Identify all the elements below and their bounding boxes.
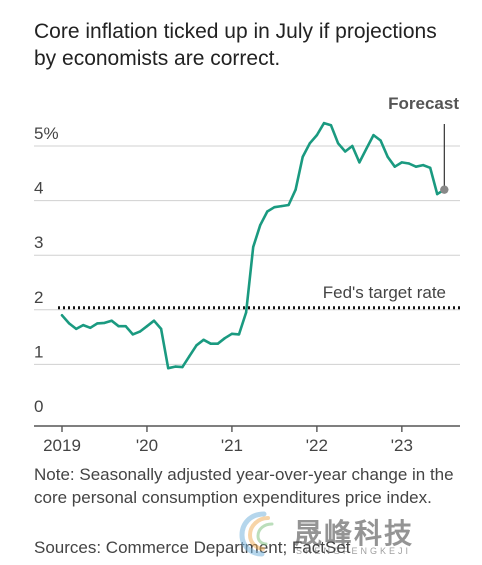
data-point (344, 150, 347, 153)
data-point (103, 321, 106, 325)
data-point (322, 121, 326, 125)
series-layer (60, 121, 439, 370)
data-point (244, 311, 248, 314)
data-point (336, 142, 340, 145)
x-tick-label: '20 (136, 436, 158, 455)
data-point (82, 323, 85, 327)
data-point (117, 325, 120, 328)
forecast-label: Forecast (388, 94, 459, 113)
data-point (138, 330, 142, 333)
x-tick-label: 2019 (43, 436, 81, 455)
data-point (329, 124, 333, 127)
data-point (259, 224, 262, 227)
data-point (75, 327, 78, 331)
data-point (89, 326, 92, 329)
data-point (372, 133, 375, 137)
data-point (223, 337, 226, 340)
data-point (400, 161, 403, 164)
data-point (421, 163, 425, 167)
y-tick-label: 5% (34, 124, 59, 143)
data-point (386, 155, 389, 159)
data-point (429, 166, 432, 169)
data-point (110, 319, 113, 322)
data-point (358, 161, 361, 164)
data-point (174, 365, 177, 368)
y-axis-tick-labels: 0 1 2 3 4 5% (34, 124, 59, 416)
line-chart: 0 1 2 3 4 5% 2019 '20 '21 '22 '23 Fed's target ra… (34, 94, 460, 455)
watermark-logo: 晟峰科技 SHENGFENGKEJI (236, 508, 476, 560)
data-point (131, 333, 134, 336)
data-point (273, 206, 276, 209)
data-point (393, 165, 396, 168)
series-line (60, 121, 439, 370)
x-tick-label: '22 (306, 436, 328, 455)
data-point (145, 325, 149, 328)
y-tick-label: 0 (34, 397, 43, 416)
data-point (181, 365, 184, 369)
data-point (202, 338, 205, 341)
forecast-annotation: Forecast (388, 94, 459, 196)
data-point (301, 155, 304, 159)
data-point (280, 204, 283, 208)
chart-sources: Sources: Commerce Department; FactSet (34, 538, 351, 557)
data-point (351, 144, 354, 148)
chart-title: Core inflation ticked up in July if proj… (34, 20, 437, 70)
data-point (414, 165, 418, 168)
data-point (60, 314, 64, 317)
data-point (379, 139, 382, 142)
data-point (230, 332, 234, 335)
data-point (209, 342, 212, 345)
watermark-text: 晟峰科技 (294, 518, 415, 549)
data-point (96, 322, 99, 325)
data-point (237, 333, 241, 336)
data-point (152, 319, 156, 322)
data-point (287, 203, 290, 207)
data-point (167, 367, 170, 370)
target-rate-label: Fed's target rate (323, 283, 446, 302)
target-rate-reference: Fed's target rate (58, 283, 460, 310)
y-tick-label: 1 (34, 342, 43, 361)
data-point (124, 325, 127, 328)
data-point (159, 327, 163, 331)
x-tick-label: '21 (221, 436, 243, 455)
data-point (252, 245, 255, 249)
data-point (195, 344, 198, 347)
watermark-subtext: SHENGFENGKEJI (296, 546, 412, 556)
swirl-logo-icon (239, 511, 274, 557)
data-point (216, 342, 219, 345)
data-point (67, 322, 71, 325)
data-point (308, 142, 311, 145)
y-tick-label: 3 (34, 233, 43, 252)
data-point (266, 210, 269, 213)
data-point (407, 162, 411, 165)
x-tick-label: '23 (391, 436, 413, 455)
data-point (188, 355, 191, 358)
data-point (294, 188, 297, 191)
gridlines (34, 145, 460, 365)
chart-note: Note: Seasonally adjusted year-over-year… (34, 465, 454, 507)
y-tick-label: 2 (34, 288, 43, 307)
x-axis: 2019 '20 '21 '22 '23 (34, 425, 460, 455)
forecast-point (440, 185, 449, 194)
y-tick-label: 4 (34, 179, 43, 198)
data-point (365, 147, 368, 150)
data-point (315, 133, 319, 137)
